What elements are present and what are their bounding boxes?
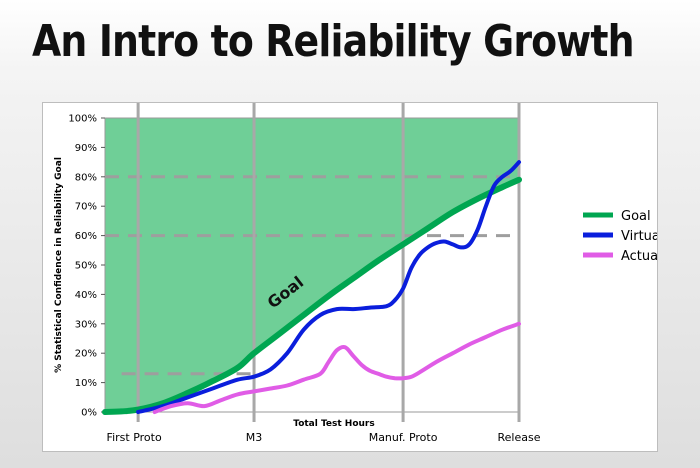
reliability-growth-chart: 0% 10% 20% 30% 40% 50% 60% 70% 80% 90% 100% % Stati… bbox=[54, 103, 657, 444]
y-tick-label: 60% bbox=[75, 231, 97, 242]
milestone-label: Release bbox=[498, 431, 541, 444]
y-tick-label: 40% bbox=[75, 290, 97, 301]
slide-title: An Intro to Reliability Growth bbox=[32, 16, 635, 67]
series-line-goal bbox=[102, 176, 522, 415]
series-line-actual bbox=[152, 321, 521, 414]
y-tick-label: 0% bbox=[81, 408, 97, 419]
milestone-label: M3 bbox=[246, 431, 262, 444]
legend-label-virtual: Virtual bbox=[621, 229, 657, 244]
y-tick-label: 20% bbox=[75, 349, 97, 360]
y-tick-label: 30% bbox=[75, 319, 97, 330]
y-tick-label: 100% bbox=[68, 114, 97, 125]
milestone-label: Manuf. Proto bbox=[369, 431, 438, 444]
y-tick-label: 50% bbox=[75, 261, 97, 272]
milestone-label: First Proto bbox=[107, 431, 162, 444]
x-axis-label: Total Test Hours bbox=[293, 419, 374, 429]
series-line-virtual bbox=[136, 160, 521, 414]
goal-region-fill bbox=[105, 118, 519, 412]
y-tick-label: 90% bbox=[75, 143, 97, 154]
y-tick-label: 80% bbox=[75, 172, 97, 183]
legend-label-actual: Actual bbox=[621, 249, 657, 264]
legend-label-goal: Goal bbox=[621, 209, 651, 224]
chart-panel: 0% 10% 20% 30% 40% 50% 60% 70% 80% 90% 100% % Stati… bbox=[42, 102, 658, 452]
y-tick-label: 10% bbox=[75, 378, 97, 389]
y-axis-label: % Statistical Confidence in Reliability … bbox=[54, 157, 64, 373]
y-tick-label: 70% bbox=[75, 202, 97, 213]
